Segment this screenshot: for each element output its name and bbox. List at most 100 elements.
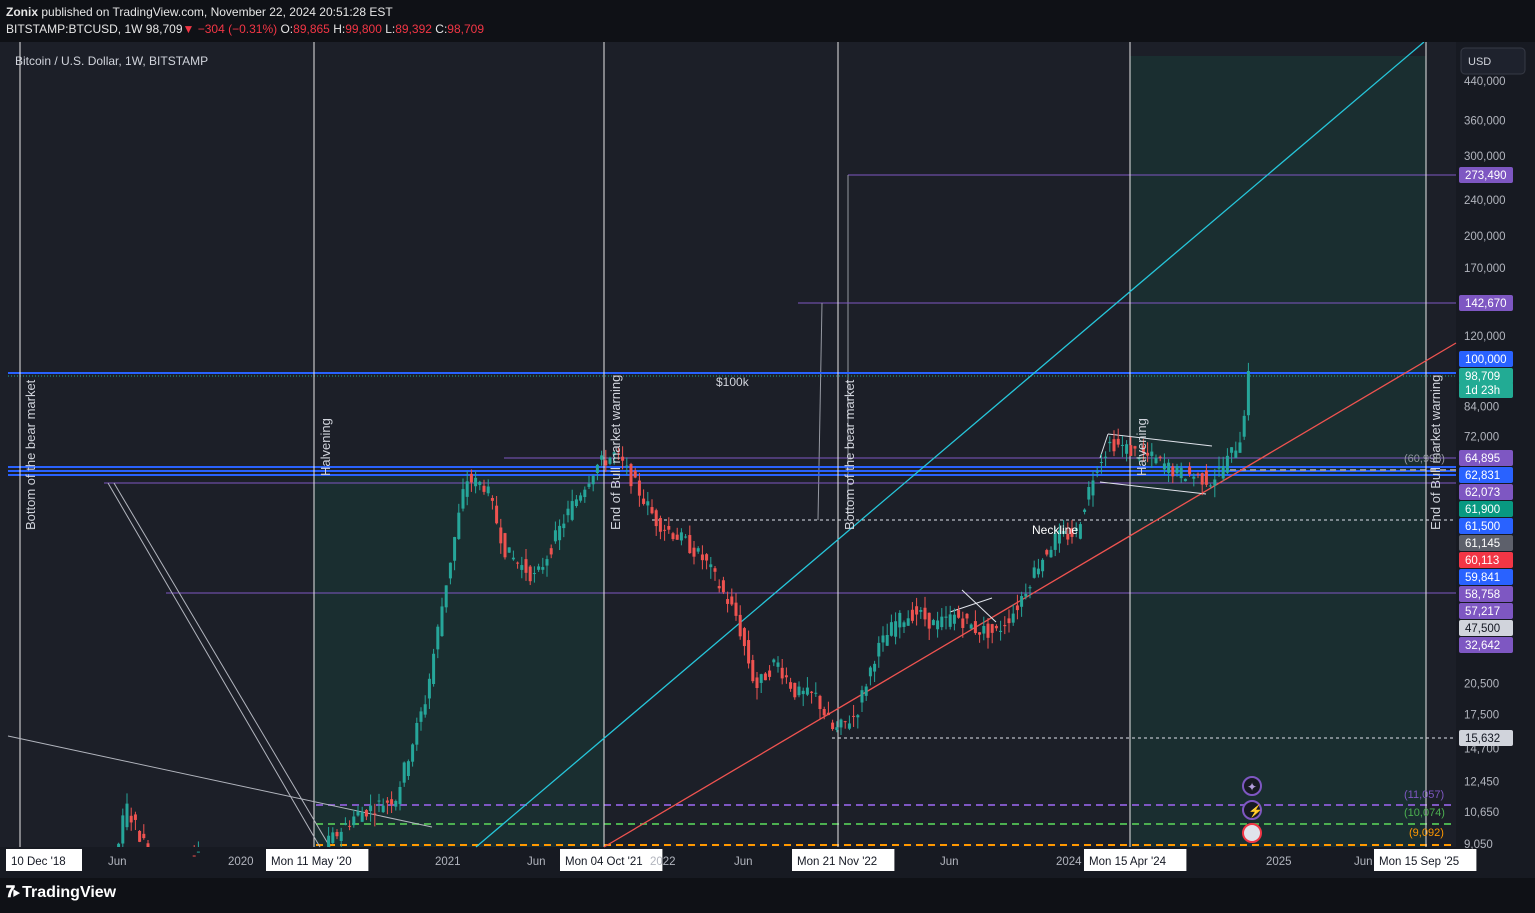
candle[interactable] bbox=[852, 704, 856, 727]
candle[interactable] bbox=[604, 449, 608, 472]
candle[interactable] bbox=[133, 811, 137, 831]
candle[interactable] bbox=[885, 623, 889, 646]
candle[interactable] bbox=[138, 830, 142, 843]
candle[interactable] bbox=[537, 563, 541, 572]
candle[interactable] bbox=[142, 824, 146, 840]
candle[interactable] bbox=[621, 446, 625, 470]
price-badge[interactable]: 100,000 bbox=[1459, 351, 1513, 367]
candle[interactable] bbox=[1129, 436, 1133, 457]
candle[interactable] bbox=[1158, 455, 1162, 462]
candle[interactable] bbox=[474, 471, 478, 494]
candle[interactable] bbox=[1167, 459, 1171, 483]
candle[interactable] bbox=[902, 620, 906, 634]
time-axis[interactable] bbox=[0, 847, 1535, 878]
candle[interactable] bbox=[873, 660, 877, 683]
candle[interactable] bbox=[117, 842, 121, 847]
us-flag-icon[interactable] bbox=[1242, 823, 1262, 843]
candle[interactable] bbox=[688, 525, 692, 554]
candle[interactable] bbox=[898, 610, 902, 639]
candle[interactable] bbox=[343, 817, 347, 826]
candle[interactable] bbox=[894, 612, 898, 645]
candle[interactable] bbox=[427, 673, 431, 709]
price-badge[interactable]: 57,217 bbox=[1459, 603, 1513, 619]
candle[interactable] bbox=[814, 682, 818, 697]
annotation-halvening-2[interactable]: Halvening bbox=[1134, 418, 1149, 476]
candle[interactable] bbox=[822, 706, 826, 720]
candle[interactable] bbox=[1192, 473, 1196, 487]
candle[interactable] bbox=[562, 514, 566, 538]
candle[interactable] bbox=[692, 540, 696, 565]
candle[interactable] bbox=[1238, 431, 1242, 453]
candle[interactable] bbox=[1221, 456, 1225, 481]
candle[interactable] bbox=[192, 845, 196, 857]
candle[interactable] bbox=[805, 677, 809, 697]
candle[interactable] bbox=[146, 840, 150, 847]
candle[interactable] bbox=[948, 605, 952, 630]
candle[interactable] bbox=[789, 677, 793, 692]
candle[interactable] bbox=[331, 827, 335, 845]
author-name[interactable]: Zonix bbox=[6, 5, 38, 19]
candle[interactable] bbox=[1091, 471, 1095, 507]
candle[interactable] bbox=[1213, 468, 1217, 498]
candle[interactable] bbox=[1162, 453, 1166, 475]
candle[interactable] bbox=[440, 597, 444, 637]
candle[interactable] bbox=[121, 808, 125, 847]
candle[interactable] bbox=[327, 827, 331, 847]
candle[interactable] bbox=[999, 620, 1003, 641]
candle[interactable] bbox=[759, 673, 763, 694]
candle[interactable] bbox=[1032, 560, 1036, 579]
annotation-100k[interactable]: $100k bbox=[716, 375, 750, 389]
target-line-2[interactable] bbox=[817, 302, 823, 521]
lightning-icon[interactable] bbox=[1242, 800, 1262, 820]
candle[interactable] bbox=[1020, 591, 1024, 617]
candle[interactable] bbox=[961, 611, 965, 638]
annotation-end-bull-2[interactable]: End of Bull market warning bbox=[1428, 375, 1443, 530]
candle[interactable] bbox=[625, 457, 629, 475]
candle[interactable] bbox=[923, 596, 927, 627]
price-badge[interactable]: 1d 23h bbox=[1459, 382, 1513, 398]
candle[interactable] bbox=[877, 636, 881, 668]
candle[interactable] bbox=[381, 798, 385, 813]
candle[interactable] bbox=[1045, 548, 1049, 557]
candle[interactable] bbox=[906, 610, 910, 627]
candle[interactable] bbox=[1070, 520, 1074, 544]
price-badge[interactable]: 62,831 bbox=[1459, 467, 1513, 483]
price-badge[interactable]: 61,145 bbox=[1459, 535, 1513, 551]
gray-trendline-1[interactable] bbox=[7, 735, 433, 828]
candle[interactable] bbox=[763, 672, 767, 681]
candle[interactable] bbox=[831, 719, 835, 731]
candle[interactable] bbox=[860, 685, 864, 712]
candle[interactable] bbox=[587, 475, 591, 490]
candle[interactable] bbox=[394, 799, 398, 811]
price-badge[interactable]: 61,500 bbox=[1459, 518, 1513, 534]
candle[interactable] bbox=[1146, 442, 1150, 463]
candle[interactable] bbox=[818, 694, 822, 720]
triangle-bottom[interactable] bbox=[1099, 481, 1207, 495]
tradingview-logo[interactable]: 𝟕▸ TradingView bbox=[6, 884, 116, 902]
candle[interactable] bbox=[1204, 464, 1208, 487]
candle[interactable] bbox=[1116, 428, 1120, 448]
price-chart[interactable]: Bottom of the bear market Halvening End … bbox=[0, 42, 1535, 878]
candle[interactable] bbox=[1230, 447, 1234, 463]
candle[interactable] bbox=[936, 611, 940, 638]
annotation-end-bull-1[interactable]: End of Bull market warning bbox=[608, 375, 623, 530]
candle[interactable] bbox=[499, 518, 503, 554]
candle[interactable] bbox=[616, 447, 620, 461]
candle[interactable] bbox=[1137, 456, 1141, 462]
candle[interactable] bbox=[373, 803, 377, 827]
candle[interactable] bbox=[1183, 478, 1187, 482]
candle[interactable] bbox=[755, 671, 759, 700]
candle[interactable] bbox=[1057, 523, 1061, 553]
candle[interactable] bbox=[944, 606, 948, 630]
candle[interactable] bbox=[1053, 527, 1057, 557]
candle[interactable] bbox=[675, 527, 679, 540]
candle[interactable] bbox=[751, 654, 755, 684]
candle[interactable] bbox=[633, 467, 637, 479]
candle[interactable] bbox=[742, 626, 746, 656]
candle[interactable] bbox=[1028, 585, 1032, 599]
candle[interactable] bbox=[448, 562, 452, 585]
candle[interactable] bbox=[1003, 616, 1007, 635]
candle[interactable] bbox=[360, 806, 364, 822]
candle[interactable] bbox=[839, 718, 843, 735]
candle[interactable] bbox=[1007, 609, 1011, 633]
